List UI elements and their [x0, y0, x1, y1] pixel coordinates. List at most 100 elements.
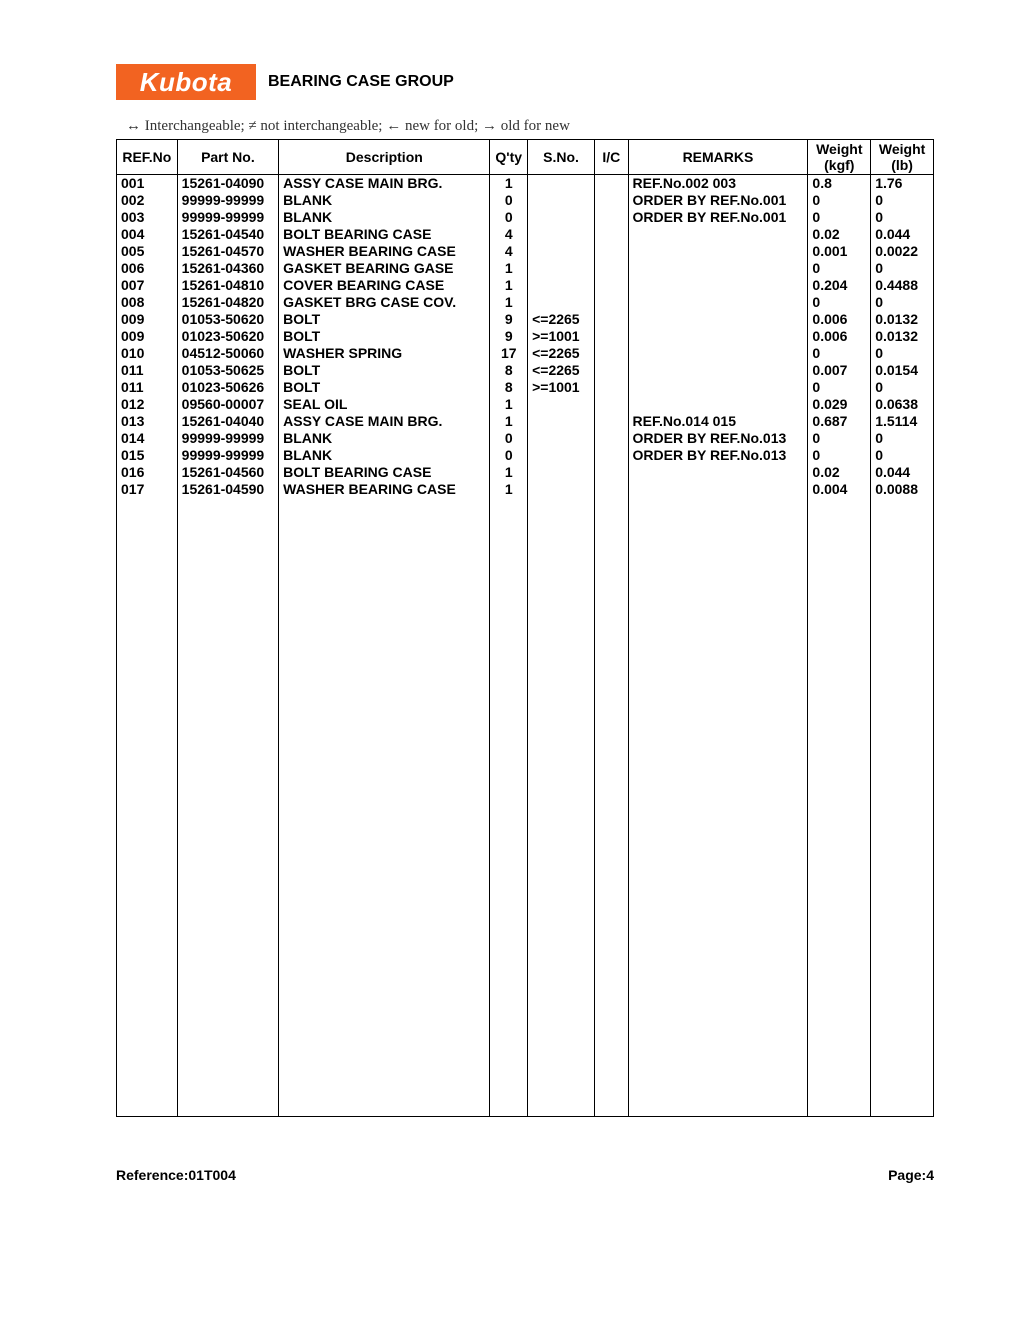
cell-wkg: 0.006 — [808, 328, 871, 345]
cell-sno — [528, 294, 595, 311]
col-sno: S.No. — [528, 140, 595, 175]
cell-wlb: 1.76 — [871, 175, 934, 193]
cell-ref: 017 — [117, 481, 178, 498]
cell-ic — [595, 294, 628, 311]
cell-ic — [595, 175, 628, 193]
cell-ic — [595, 243, 628, 260]
cell-desc: BLANK — [279, 209, 490, 226]
cell-remarks — [628, 243, 808, 260]
cell-ref: 012 — [117, 396, 178, 413]
cell-ref: 006 — [117, 260, 178, 277]
col-part: Part No. — [177, 140, 278, 175]
cell-desc: SEAL OIL — [279, 396, 490, 413]
table-row: 01499999-99999BLANK0ORDER BY REF.No.0130… — [117, 430, 934, 447]
cell-ic — [595, 481, 628, 498]
cell-wkg: 0.204 — [808, 277, 871, 294]
cell-qty: 17 — [490, 345, 528, 362]
cell-part: 01053-50625 — [177, 362, 278, 379]
cell-wlb: 0 — [871, 294, 934, 311]
cell-remarks — [628, 294, 808, 311]
cell-remarks — [628, 396, 808, 413]
cell-wkg: 0.001 — [808, 243, 871, 260]
cell-ref: 016 — [117, 464, 178, 481]
cell-wkg: 0.8 — [808, 175, 871, 193]
cell-sno: >=1001 — [528, 328, 595, 345]
cell-sno — [528, 464, 595, 481]
cell-remarks: ORDER BY REF.No.013 — [628, 447, 808, 464]
cell-part: 15261-04360 — [177, 260, 278, 277]
cell-wlb: 0 — [871, 192, 934, 209]
cell-desc: WASHER SPRING — [279, 345, 490, 362]
cell-wkg: 0 — [808, 260, 871, 277]
cell-remarks — [628, 226, 808, 243]
cell-ic — [595, 362, 628, 379]
cell-wlb: 0.0088 — [871, 481, 934, 498]
cell-ref: 002 — [117, 192, 178, 209]
cell-part: 99999-99999 — [177, 192, 278, 209]
brand-logo-text: Kubota — [140, 67, 233, 98]
cell-remarks — [628, 464, 808, 481]
cell-ic — [595, 430, 628, 447]
cell-qty: 1 — [490, 413, 528, 430]
table-row: 00901023-50620BOLT9>=10010.0060.0132 — [117, 328, 934, 345]
cell-wkg: 0 — [808, 379, 871, 396]
cell-part: 99999-99999 — [177, 209, 278, 226]
cell-remarks — [628, 277, 808, 294]
table-row: 01715261-04590WASHER BEARING CASE10.0040… — [117, 481, 934, 498]
cell-wkg: 0.02 — [808, 464, 871, 481]
cell-ic — [595, 209, 628, 226]
cell-part: 15261-04810 — [177, 277, 278, 294]
table-head: REF.NoPart No.DescriptionQ'tyS.No.I/CREM… — [117, 140, 934, 175]
col-ref: REF.No — [117, 140, 178, 175]
page-value: 4 — [926, 1167, 934, 1183]
cell-wlb: 0 — [871, 430, 934, 447]
cell-wkg: 0 — [808, 209, 871, 226]
cell-remarks — [628, 260, 808, 277]
cell-ref: 005 — [117, 243, 178, 260]
table-row: 00901053-50620BOLT9<=22650.0060.0132 — [117, 311, 934, 328]
cell-wlb: 1.5114 — [871, 413, 934, 430]
reference: Reference:01T004 — [116, 1167, 236, 1183]
cell-ic — [595, 413, 628, 430]
cell-sno — [528, 260, 595, 277]
cell-part: 01053-50620 — [177, 311, 278, 328]
cell-part: 15261-04820 — [177, 294, 278, 311]
page-title: BEARING CASE GROUP — [268, 73, 454, 91]
cell-qty: 0 — [490, 430, 528, 447]
page-label: Page: — [888, 1167, 926, 1183]
cell-ic — [595, 396, 628, 413]
cell-desc: BLANK — [279, 192, 490, 209]
cell-wkg: 0 — [808, 192, 871, 209]
cell-qty: 1 — [490, 294, 528, 311]
cell-wlb: 0.044 — [871, 226, 934, 243]
cell-wlb: 0 — [871, 345, 934, 362]
cell-remarks — [628, 362, 808, 379]
cell-wlb: 0 — [871, 379, 934, 396]
cell-wlb: 0 — [871, 209, 934, 226]
header-row: REF.NoPart No.DescriptionQ'tyS.No.I/CREM… — [117, 140, 934, 175]
cell-remarks: ORDER BY REF.No.001 — [628, 209, 808, 226]
cell-wlb: 0 — [871, 260, 934, 277]
cell-ic — [595, 447, 628, 464]
cell-ic — [595, 328, 628, 345]
col-wkg: Weight(kgf) — [808, 140, 871, 175]
cell-sno — [528, 175, 595, 193]
footer: Reference:01T004 Page:4 — [116, 1167, 934, 1183]
cell-ref: 015 — [117, 447, 178, 464]
cell-qty: 0 — [490, 192, 528, 209]
cell-qty: 9 — [490, 311, 528, 328]
cell-wlb: 0.0638 — [871, 396, 934, 413]
cell-ref: 001 — [117, 175, 178, 193]
table-row: 00299999-99999BLANK0ORDER BY REF.No.0010… — [117, 192, 934, 209]
cell-wlb: 0.0132 — [871, 328, 934, 345]
cell-qty: 1 — [490, 260, 528, 277]
cell-wlb: 0.0154 — [871, 362, 934, 379]
cell-wlb: 0.044 — [871, 464, 934, 481]
cell-part: 01023-50626 — [177, 379, 278, 396]
cell-part: 15261-04540 — [177, 226, 278, 243]
cell-qty: 8 — [490, 379, 528, 396]
cell-desc: BOLT BEARING CASE — [279, 226, 490, 243]
cell-remarks — [628, 481, 808, 498]
parts-table: REF.NoPart No.DescriptionQ'tyS.No.I/CREM… — [116, 139, 934, 1117]
cell-ic — [595, 277, 628, 294]
